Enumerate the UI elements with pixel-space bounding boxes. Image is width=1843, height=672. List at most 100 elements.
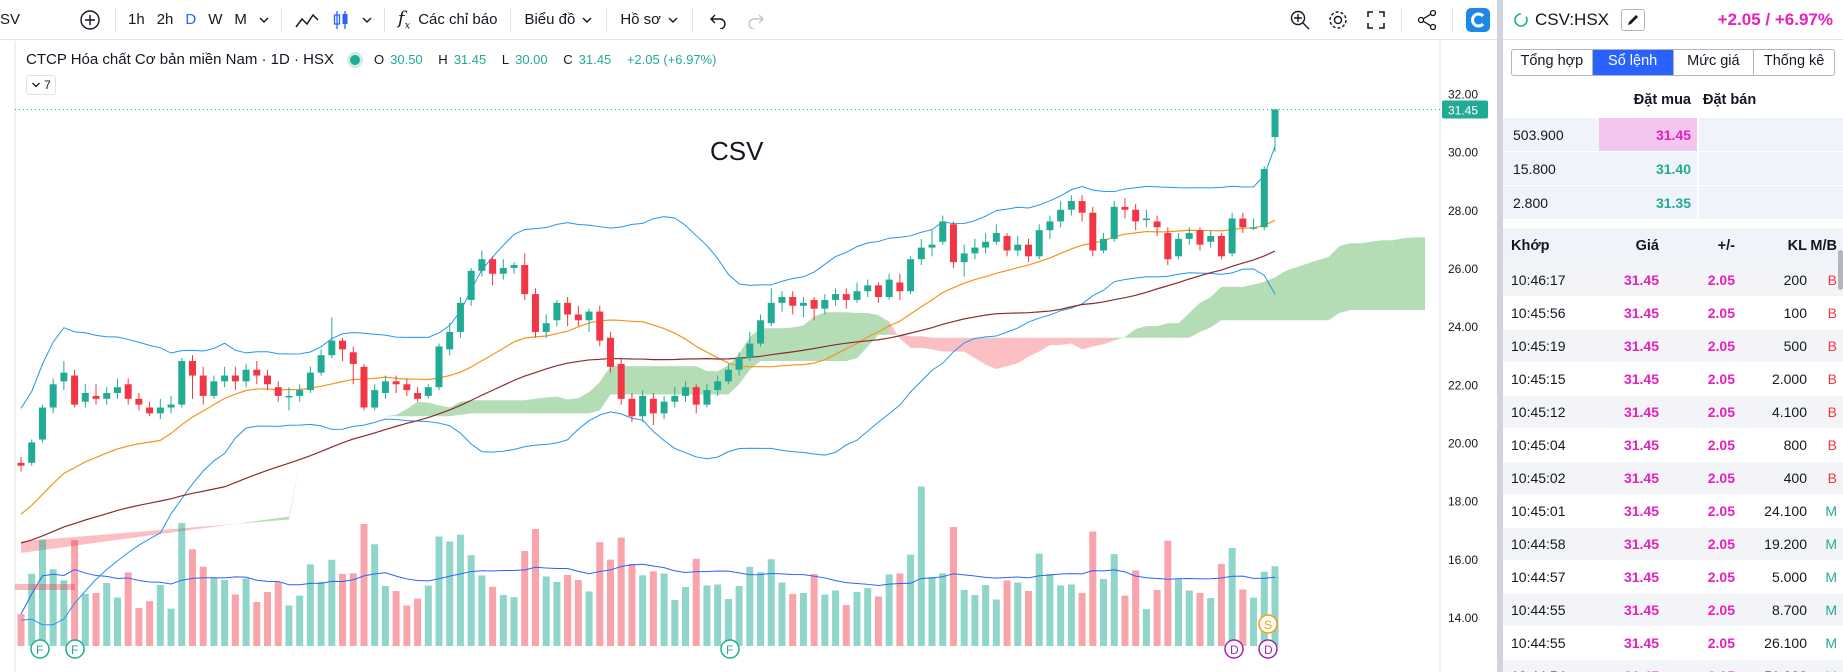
candle-body[interactable] xyxy=(746,343,754,359)
interval-button-W[interactable]: W xyxy=(208,11,223,28)
candle-body[interactable] xyxy=(28,442,36,463)
candle-body[interactable] xyxy=(424,387,432,396)
trade-row[interactable]: 10:45:04 31.45 2.05 800 B xyxy=(1503,429,1843,462)
candle-body[interactable] xyxy=(1260,169,1268,228)
candle-body[interactable] xyxy=(296,390,304,396)
redo-button[interactable] xyxy=(737,0,775,40)
candle-body[interactable] xyxy=(521,265,529,295)
trade-row[interactable]: 10:45:19 31.45 2.05 500 B xyxy=(1503,330,1843,363)
candle-body[interactable] xyxy=(1142,218,1150,221)
candle-body[interactable] xyxy=(767,302,775,324)
candle-body[interactable] xyxy=(242,369,250,382)
candle-body[interactable] xyxy=(499,267,507,274)
trade-row[interactable]: 10:45:02 31.45 2.05 400 B xyxy=(1503,462,1843,495)
candle-body[interactable] xyxy=(17,462,25,466)
candle-body[interactable] xyxy=(949,224,957,263)
candle-body[interactable] xyxy=(1078,201,1086,213)
candle-body[interactable] xyxy=(789,297,797,306)
candle-body[interactable] xyxy=(907,259,915,292)
trade-row[interactable]: 10:46:17 31.45 2.05 200 B xyxy=(1503,264,1843,297)
trade-row[interactable]: 10:44:55 31.45 2.05 8.700 M xyxy=(1503,594,1843,627)
candle-body[interactable] xyxy=(71,375,79,405)
split-marker-circle[interactable] xyxy=(1258,614,1278,634)
candle-body[interactable] xyxy=(456,302,464,332)
candle-body[interactable] xyxy=(403,384,411,391)
chart-pane[interactable]: 32.00 30.00 28.00 26.00 24.00 22.00 20.00 18.00… xyxy=(0,41,1497,672)
candle-body[interactable] xyxy=(253,369,261,376)
line-style-button[interactable] xyxy=(288,0,326,40)
panel-tab[interactable]: Sổ lệnh xyxy=(1592,50,1674,75)
candle-body[interactable] xyxy=(692,387,700,405)
trade-row[interactable]: 10:44:57 31.45 2.05 5.000 M xyxy=(1503,561,1843,594)
undo-button[interactable] xyxy=(699,0,737,40)
trade-row[interactable]: 10:45:56 31.45 2.05 100 B xyxy=(1503,297,1843,330)
candle-body[interactable] xyxy=(317,355,325,373)
candle-body[interactable] xyxy=(1132,209,1140,222)
candle-body[interactable] xyxy=(832,294,840,300)
candle-body[interactable] xyxy=(810,299,818,309)
candle-body[interactable] xyxy=(885,279,893,298)
candle-body[interactable] xyxy=(542,323,550,332)
event-marker-label[interactable]: F xyxy=(71,643,78,657)
candle-body[interactable] xyxy=(1003,235,1011,251)
symbol-search[interactable]: SV xyxy=(0,11,21,28)
candle-body[interactable] xyxy=(982,241,990,248)
candle-body[interactable] xyxy=(178,361,186,405)
candle-body[interactable] xyxy=(917,247,925,260)
candle-body[interactable] xyxy=(992,233,1000,242)
candle-body[interactable] xyxy=(60,372,68,382)
candle-body[interactable] xyxy=(1196,230,1204,245)
candle-body[interactable] xyxy=(414,392,422,399)
trade-row[interactable]: 10:44:55 31.45 2.05 26.100 M xyxy=(1503,627,1843,660)
brand-logo[interactable] xyxy=(1459,0,1497,40)
candle-body[interactable] xyxy=(328,340,336,356)
event-marker-circle[interactable] xyxy=(720,639,740,659)
candle-body[interactable] xyxy=(1035,230,1043,257)
candle-body[interactable] xyxy=(1185,233,1193,239)
candle-body[interactable] xyxy=(864,285,872,292)
candle-body[interactable] xyxy=(1207,235,1215,242)
candle-body[interactable] xyxy=(188,361,196,376)
candle-body[interactable] xyxy=(821,299,829,309)
panel-splitter[interactable] xyxy=(1497,0,1503,672)
series-title[interactable]: CTCP Hóa chất Cơ bản miền Nam · 1D · HSX xyxy=(26,51,334,68)
chart-template-button[interactable]: Biểu đồ xyxy=(517,0,600,40)
fullscreen-button[interactable] xyxy=(1357,0,1395,40)
candle-body[interactable] xyxy=(553,302,561,321)
candle-body[interactable] xyxy=(285,395,293,398)
candle-body[interactable] xyxy=(1239,218,1247,228)
candle-body[interactable] xyxy=(1217,235,1225,257)
candle-body[interactable] xyxy=(799,302,807,306)
candle-body[interactable] xyxy=(1089,212,1097,251)
trade-row[interactable]: 10:45:12 31.45 2.05 4.100 B xyxy=(1503,396,1843,429)
share-button[interactable] xyxy=(1408,0,1446,40)
panel-symbol[interactable]: CSV:HSX xyxy=(1535,9,1610,29)
candle-body[interactable] xyxy=(360,366,368,408)
candle-body[interactable] xyxy=(103,392,111,399)
event-marker-circle[interactable] xyxy=(30,639,50,659)
event-marker-label[interactable]: F xyxy=(36,643,43,657)
candle-body[interactable] xyxy=(435,346,443,388)
event-marker-label[interactable]: D xyxy=(1230,643,1239,657)
candle-body[interactable] xyxy=(1024,244,1032,257)
candle-body[interactable] xyxy=(564,302,572,315)
event-marker-label[interactable]: F xyxy=(726,643,733,657)
candle-body[interactable] xyxy=(92,395,100,399)
candle-body[interactable] xyxy=(1271,109,1279,138)
candle-body[interactable] xyxy=(928,244,936,248)
candle-body[interactable] xyxy=(714,381,722,391)
candle-body[interactable] xyxy=(971,247,979,254)
panel-tab[interactable]: Mức giá xyxy=(1674,50,1755,75)
trade-row[interactable]: 10:44:58 31.45 2.05 19.200 M xyxy=(1503,528,1843,561)
candle-body[interactable] xyxy=(113,387,121,393)
trade-row[interactable]: 10:45:01 31.45 2.05 24.100 M xyxy=(1503,495,1843,528)
candle-body[interactable] xyxy=(1153,221,1161,228)
candle-body[interactable] xyxy=(1014,244,1022,251)
candle-body[interactable] xyxy=(735,358,743,370)
candle-body[interactable] xyxy=(1228,218,1236,254)
orderbook-row[interactable]: 503.900 31.45 xyxy=(1503,118,1843,152)
candle-body[interactable] xyxy=(156,407,164,414)
candle-body[interactable] xyxy=(349,352,357,364)
trade-row[interactable]: 10:45:15 31.45 2.05 2.000 B xyxy=(1503,363,1843,396)
